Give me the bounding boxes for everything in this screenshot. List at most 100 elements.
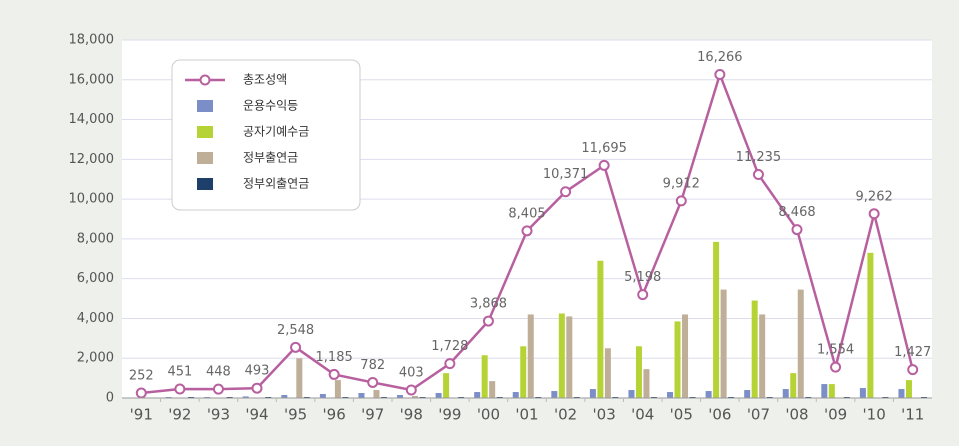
x-tick-label: '03: [593, 406, 616, 424]
legend-swatch: [197, 100, 213, 112]
bar: [334, 380, 341, 398]
y-tick-label: 4,000: [77, 311, 114, 326]
bar: [589, 389, 596, 398]
bar: [558, 313, 565, 398]
bar: [751, 300, 758, 398]
bar: [828, 384, 835, 398]
data-label: 451: [167, 365, 192, 380]
line-marker: [174, 383, 186, 395]
data-label: 9,262: [856, 189, 893, 204]
legend-marker: [199, 74, 211, 86]
bar: [489, 381, 496, 398]
data-label: 10,371: [543, 167, 589, 182]
x-tick-label: '10: [863, 406, 886, 424]
data-label: 11,695: [581, 141, 627, 156]
y-tick-label: 0: [106, 391, 114, 406]
bar: [551, 391, 558, 398]
x-tick-label: '06: [708, 406, 731, 424]
bar: [744, 390, 751, 398]
line-marker: [482, 315, 494, 327]
data-label: 8,405: [508, 206, 545, 221]
data-label: 1,427: [894, 345, 931, 360]
y-tick-label: 14,000: [69, 112, 115, 127]
legend-swatch: [197, 126, 213, 138]
bar: [905, 380, 912, 398]
y-tick-label: 18,000: [69, 33, 115, 48]
line-marker: [251, 382, 263, 394]
x-tick-label: '08: [785, 406, 808, 424]
x-tick-label: '04: [631, 406, 654, 424]
bar: [474, 392, 481, 398]
data-label: 3,868: [470, 297, 507, 312]
line-marker: [521, 225, 533, 237]
line-marker: [560, 186, 572, 198]
line-marker: [328, 368, 340, 380]
y-tick-label: 8,000: [77, 231, 114, 246]
legend-label: 총조성액: [243, 73, 287, 87]
y-tick-label: 2,000: [77, 351, 114, 366]
line-marker: [290, 341, 302, 353]
x-tick-label: '93: [207, 406, 230, 424]
y-tick-label: 16,000: [69, 72, 115, 87]
data-label: 11,235: [736, 150, 782, 165]
bar: [797, 289, 804, 398]
bar: [520, 346, 527, 398]
line-marker: [868, 208, 880, 220]
data-label: 9,912: [663, 176, 700, 191]
bar: [566, 316, 573, 398]
data-label: 1,554: [817, 343, 854, 358]
bar: [705, 391, 712, 398]
line-marker: [791, 224, 803, 236]
data-label: 1,728: [431, 339, 468, 354]
x-tick-label: '09: [824, 406, 847, 424]
line-marker: [598, 159, 610, 171]
x-tick-label: '92: [168, 406, 191, 424]
bar: [597, 260, 604, 398]
bar: [867, 252, 874, 398]
x-tick-label: '96: [323, 406, 346, 424]
x-tick-label: '91: [130, 406, 153, 424]
bar: [397, 395, 404, 398]
line-marker: [830, 361, 842, 373]
bar: [859, 388, 866, 398]
x-tick-label: '01: [515, 406, 538, 424]
line-marker: [444, 358, 456, 370]
x-tick-label: '05: [670, 406, 693, 424]
x-tick-label: '97: [361, 406, 384, 424]
data-label: 8,468: [778, 205, 815, 220]
data-label: 1,185: [316, 350, 353, 365]
bar: [512, 392, 519, 398]
line-marker: [637, 289, 649, 301]
bar: [782, 389, 789, 398]
data-label: 2,548: [277, 323, 314, 338]
bar: [296, 358, 303, 398]
legend-swatch: [197, 152, 213, 164]
y-tick-label: 6,000: [77, 271, 114, 286]
bar: [443, 373, 450, 398]
data-label: 5,198: [624, 270, 661, 285]
y-tick-label: 10,000: [69, 192, 115, 207]
bar: [604, 348, 611, 398]
x-tick-label: '02: [554, 406, 577, 424]
data-label: 448: [206, 365, 231, 380]
bar: [358, 393, 365, 398]
bar: [759, 314, 766, 398]
bar: [790, 373, 797, 398]
legend-label: 정부출연금: [243, 151, 298, 165]
bar: [898, 389, 905, 398]
x-tick-label: '99: [438, 406, 461, 424]
bar: [412, 396, 419, 398]
line-marker: [752, 169, 764, 181]
x-tick-label: '95: [284, 406, 307, 424]
bar: [281, 395, 288, 398]
line-marker: [212, 383, 224, 395]
line-marker: [907, 364, 919, 376]
data-label: 493: [245, 364, 270, 379]
bar: [667, 392, 674, 398]
legend-swatch: [197, 178, 213, 190]
legend-label: 정부외출연금: [243, 177, 309, 191]
x-tick-label: '11: [901, 406, 924, 424]
line-marker: [135, 387, 147, 399]
y-tick-label: 12,000: [69, 152, 115, 167]
bar: [481, 355, 488, 398]
